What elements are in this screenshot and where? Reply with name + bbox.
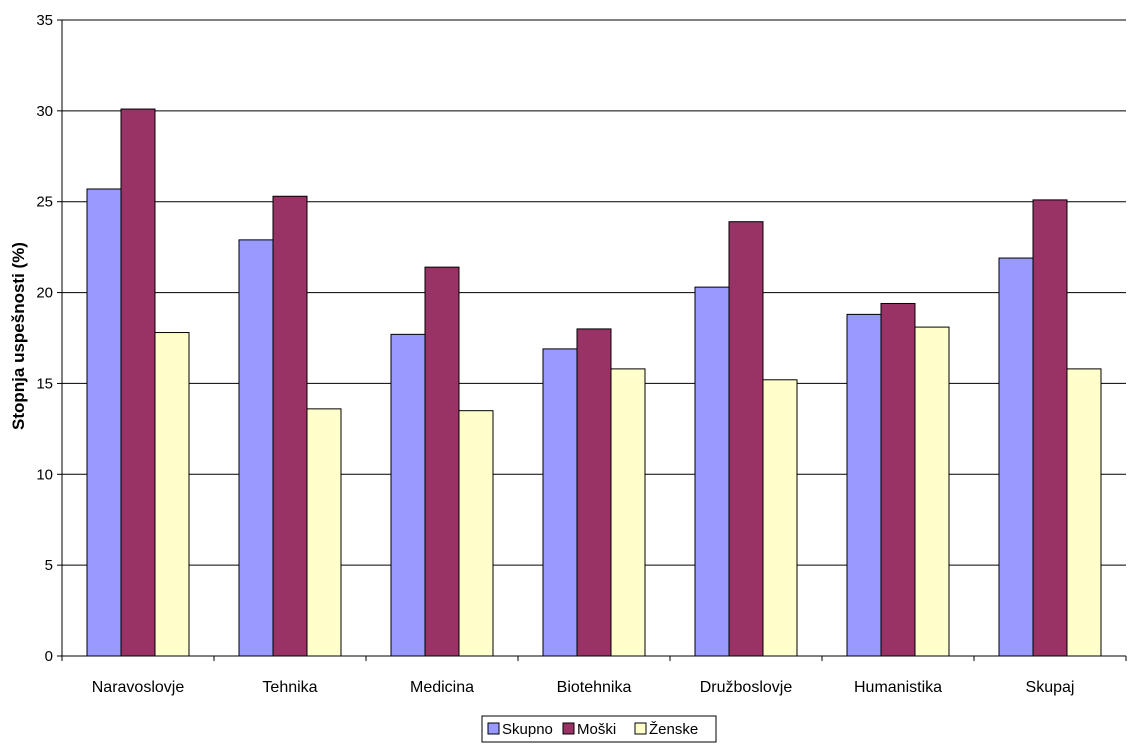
legend-box	[481, 715, 717, 743]
bar-enske-4	[762, 379, 798, 657]
y-tick-label: 15	[36, 375, 53, 392]
x-category-label: Naravoslovje	[92, 679, 185, 696]
bar-skupno-4	[694, 286, 730, 657]
x-category-label: Medicina	[410, 679, 474, 696]
bar-moki-5	[880, 302, 916, 657]
bar-moki-0	[120, 108, 156, 657]
bar-enske-0	[154, 332, 190, 657]
bar-skupno-2	[390, 333, 426, 657]
x-category-label: Skupaj	[1026, 679, 1075, 696]
bar-moki-2	[424, 266, 460, 657]
bar-moki-1	[272, 195, 308, 657]
bars	[86, 108, 1102, 657]
y-tick-label: 0	[45, 648, 53, 665]
bar-enske-6	[1066, 368, 1102, 657]
y-tick-label: 30	[36, 103, 53, 120]
bar-enske-5	[914, 326, 950, 657]
bar-enske-1	[306, 408, 342, 657]
bar-skupno-0	[86, 188, 122, 657]
x-category-label: Humanistika	[854, 679, 942, 696]
legend-swatch	[487, 722, 500, 735]
bar-moki-4	[728, 221, 764, 657]
axes: 0 5 10 15 20 25 30 35 Naravoslovje Tehnika Medicin…	[36, 12, 1127, 696]
y-axis-title: Stopnja uspešnosti (%)	[9, 242, 28, 430]
x-category-label: Tehnika	[262, 679, 317, 696]
bar-moki-3	[576, 328, 612, 657]
legend-swatch	[634, 722, 647, 735]
bar-skupno-1	[238, 239, 274, 657]
bar-enske-2	[458, 410, 494, 657]
y-tick-label: 5	[45, 557, 53, 574]
y-tick-label: 10	[36, 466, 53, 483]
legend: Skupno Moški Ženske	[481, 715, 717, 743]
y-tick-label: 20	[36, 285, 53, 302]
legend-label: Skupno	[502, 721, 553, 738]
bar-skupno-6	[998, 257, 1034, 657]
bar-skupno-3	[542, 348, 578, 657]
x-category-label: Družboslovje	[700, 679, 793, 696]
y-tick-label: 35	[36, 12, 53, 29]
legend-label: Ženske	[649, 721, 698, 738]
bar-moki-6	[1032, 199, 1068, 657]
legend-label: Moški	[577, 721, 616, 738]
bar-skupno-5	[846, 313, 882, 657]
y-tick-label: 25	[36, 194, 53, 211]
x-category-label: Biotehnika	[557, 679, 632, 696]
legend-swatch	[562, 722, 575, 735]
bar-enske-3	[610, 368, 646, 657]
